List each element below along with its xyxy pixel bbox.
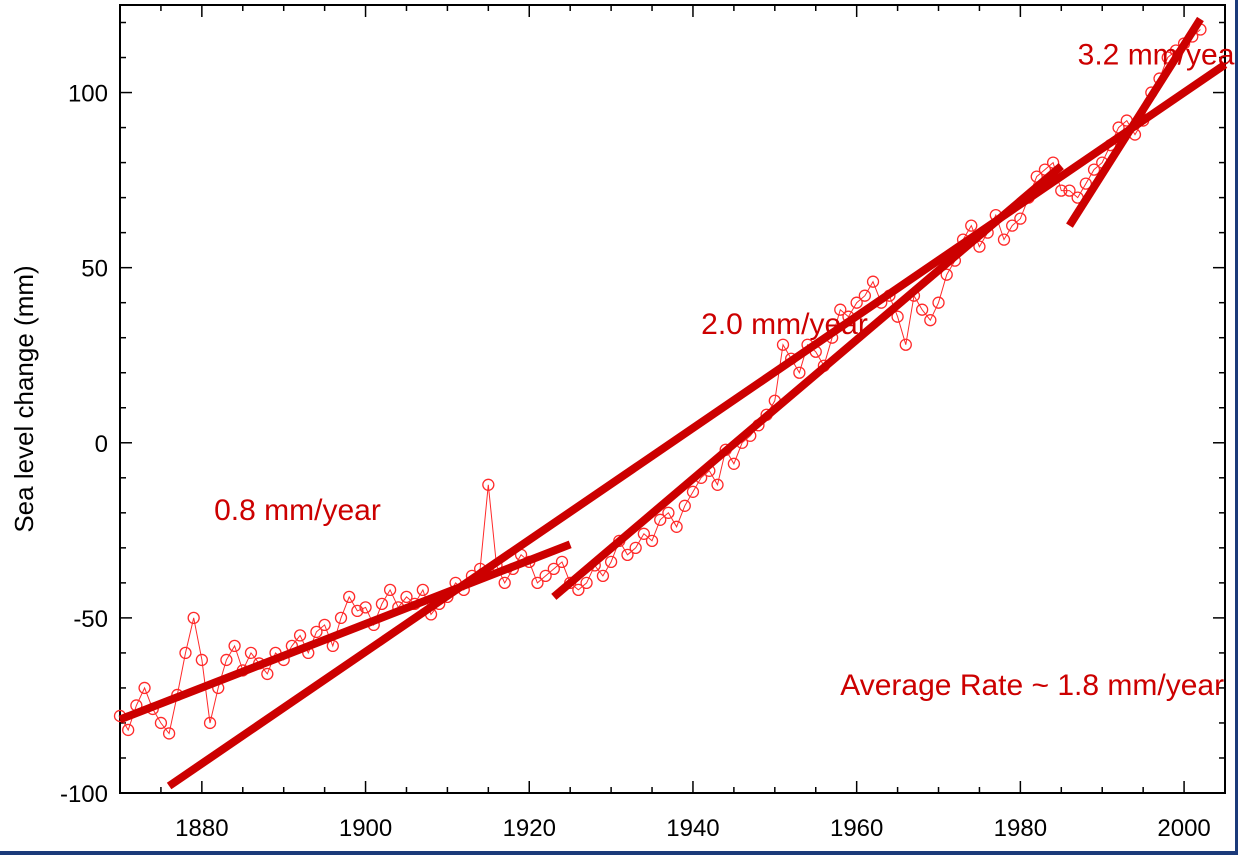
- data-point: [220, 653, 233, 667]
- data-point: [547, 562, 560, 576]
- x-tick-label: 1920: [503, 815, 556, 842]
- data-point: [973, 240, 986, 253]
- data-point: [351, 604, 364, 618]
- data-point: [187, 611, 200, 625]
- y-axis-title: Sea level change (mm): [9, 265, 39, 532]
- data-point: [727, 457, 741, 470]
- data-point: [858, 289, 872, 302]
- y-tick-label: 0: [95, 431, 108, 458]
- data-point: [572, 583, 585, 597]
- data-point: [498, 576, 511, 590]
- data-point: [662, 506, 675, 519]
- data-point: [678, 499, 691, 512]
- data-point: [531, 576, 544, 590]
- data-point: [776, 338, 790, 351]
- data-point: [793, 366, 806, 379]
- data-point: [122, 723, 135, 737]
- data-point: [228, 639, 241, 653]
- data-point: [1087, 163, 1101, 176]
- x-tick-label: 1940: [666, 815, 719, 842]
- y-tick-label: -50: [73, 606, 108, 633]
- data-point: [359, 601, 372, 614]
- data-point: [293, 629, 307, 642]
- data-point: [637, 527, 651, 540]
- data-connector-line: [119, 29, 1201, 735]
- data-point: [834, 303, 847, 316]
- data-point: [539, 569, 552, 583]
- x-tick-label: 2000: [1157, 815, 1210, 842]
- window-right-border: [1235, 0, 1238, 855]
- rate-annotation: Average Rate ~ 1.8 mm/year: [840, 669, 1224, 702]
- plot-frame: [119, 4, 1226, 794]
- y-tick-label: -100: [60, 781, 108, 808]
- data-point: [924, 314, 937, 327]
- trend-line: [166, 61, 1228, 790]
- data-point: [1006, 219, 1019, 232]
- data-point: [932, 296, 945, 309]
- data-point: [850, 296, 863, 309]
- data-point: [645, 534, 659, 547]
- data-point: [596, 569, 610, 583]
- data-point: [621, 548, 634, 561]
- data-point: [195, 653, 209, 667]
- rate-annotation: 2.0 mm/year: [701, 308, 868, 341]
- data-point: [375, 597, 389, 611]
- data-point: [670, 520, 683, 533]
- data-point: [711, 478, 724, 491]
- data-point: [244, 646, 258, 660]
- data-point: [400, 590, 413, 604]
- data-point: [318, 618, 331, 632]
- trend-line: [551, 163, 1064, 600]
- data-point: [162, 727, 176, 740]
- data-point: [154, 716, 168, 730]
- data-point: [915, 303, 929, 316]
- data-point: [1055, 184, 1068, 197]
- data-point: [1063, 184, 1076, 197]
- data-point: [310, 625, 323, 639]
- x-tick-label: 1980: [994, 815, 1047, 842]
- data-point: [604, 555, 618, 569]
- data-point: [997, 233, 1011, 246]
- data-point: [203, 716, 217, 730]
- data-point: [580, 576, 593, 590]
- data-point: [891, 310, 904, 323]
- y-tick-label: 50: [81, 256, 108, 283]
- data-point: [334, 611, 348, 625]
- x-tick-label: 1880: [175, 815, 228, 842]
- data-point: [654, 513, 667, 526]
- data-point: [383, 583, 397, 597]
- data-point: [965, 219, 978, 232]
- data-point: [1014, 212, 1027, 225]
- data-point: [261, 667, 274, 681]
- data-point: [343, 590, 356, 604]
- data-point: [629, 541, 642, 554]
- data-point: [416, 583, 430, 597]
- trend-line: [1066, 16, 1204, 228]
- window-bottom-border: [0, 851, 1238, 855]
- trend-line: [118, 540, 572, 724]
- data-point: [138, 681, 151, 695]
- data-point: [555, 555, 569, 569]
- data-point: [1079, 177, 1093, 190]
- x-tick-label: 1960: [830, 815, 883, 842]
- data-point: [940, 268, 953, 281]
- rate-annotation: 3.2 mm/year: [1078, 39, 1238, 72]
- y-tick-label: 100: [68, 81, 108, 108]
- data-point: [482, 478, 495, 491]
- data-point: [866, 275, 880, 288]
- data-point: [179, 646, 192, 660]
- x-tick-label: 1900: [339, 815, 392, 842]
- rate-annotation: 0.8 mm/year: [214, 494, 381, 527]
- data-point: [686, 485, 700, 498]
- data-point: [899, 338, 912, 351]
